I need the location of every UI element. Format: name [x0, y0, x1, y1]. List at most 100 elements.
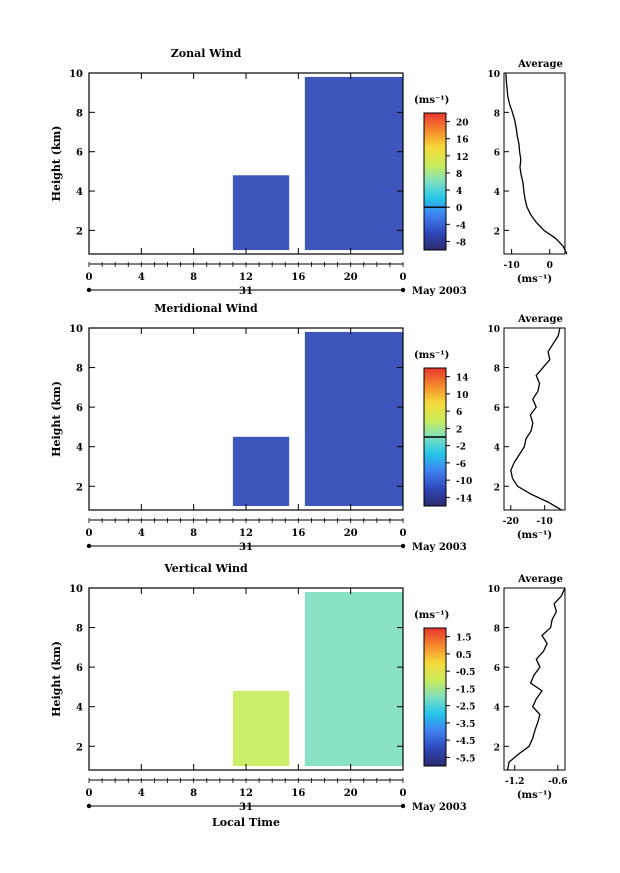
y-tick-label: 6 [76, 663, 83, 674]
colorbar-tick-label: -5.5 [456, 754, 475, 764]
average-x-label: (ms⁻¹) [517, 790, 552, 801]
y-axis-label: Height (km) [50, 381, 63, 457]
average-title: Average [517, 59, 563, 70]
date-marker [400, 543, 406, 549]
colorbar-tick-label: 6 [456, 408, 462, 418]
average-title: Average [517, 314, 563, 325]
x-tick-label: 12 [239, 528, 253, 539]
heatmap-block [232, 436, 290, 507]
x-tick-label: 20 [344, 272, 358, 283]
colorbar-tick-label: 14 [456, 374, 469, 384]
y-tick-label: 2 [76, 482, 83, 493]
colorbar-tick-label: -3.5 [456, 720, 475, 730]
average-y-tick-label: 8 [494, 625, 500, 635]
heatmap-block [304, 331, 403, 507]
x-tick-label: 8 [190, 788, 197, 799]
average-frame [503, 327, 566, 511]
x-axis-label: Local Time [212, 816, 280, 829]
y-tick-label: 8 [76, 364, 83, 375]
average-y-tick-label: 4 [494, 188, 500, 198]
average-x-tick-label: 0 [547, 261, 553, 271]
x-tick-label: 4 [138, 272, 145, 283]
x-tick-label: 16 [291, 272, 305, 283]
date-day-label: 31 [239, 542, 253, 553]
colorbar-tick-label: -8 [456, 238, 466, 248]
x-tick-label: 0 [400, 528, 407, 539]
average-y-tick-label: 2 [494, 227, 500, 237]
average-frame [503, 72, 566, 255]
heatmap-block [304, 591, 403, 767]
average-y-tick-label: 10 [487, 325, 500, 335]
colorbar-tick-label: 20 [456, 119, 469, 129]
x-tick-label: 12 [239, 272, 253, 283]
average-y-tick-label: 8 [494, 365, 500, 375]
date-label: May 2003 [412, 802, 467, 813]
y-tick-label: 6 [76, 403, 83, 414]
date-day-label: 31 [239, 802, 253, 813]
average-x-label: (ms⁻¹) [517, 274, 552, 285]
x-tick-label: 0 [400, 788, 407, 799]
average-x-tick-label: -0.6 [548, 777, 567, 787]
average-y-tick-label: 4 [494, 444, 500, 454]
colorbar-tick-label: -14 [456, 494, 472, 504]
colorbar-tick-label: -6 [456, 460, 466, 470]
y-tick-label: 10 [69, 324, 83, 335]
colorbar-tick-label: -4 [456, 221, 466, 231]
heatmap-block [232, 690, 290, 767]
average-frame [503, 587, 566, 771]
x-tick-label: 0 [400, 272, 407, 283]
colorbar [423, 112, 447, 251]
average-y-tick-label: 2 [494, 483, 500, 493]
y-tick-label: 2 [76, 742, 83, 753]
panel-2: Meridional Wind 2 4 6 8 10 Height (km) 0 4 8 12 16 2… [50, 302, 566, 553]
x-tick-label: 8 [190, 272, 197, 283]
x-tick-label: 4 [138, 788, 145, 799]
y-tick-label: 10 [69, 69, 83, 80]
panel-title: Zonal Wind [171, 47, 242, 60]
heatmap-block [304, 76, 403, 251]
average-profile-line [506, 587, 566, 771]
average-panel: Average 2 4 6 8 10 -1.2 -0.6 (ms⁻¹) [487, 574, 567, 801]
y-tick-label: 4 [76, 703, 83, 714]
average-y-tick-label: 6 [494, 404, 500, 414]
y-tick-label: 6 [76, 148, 83, 159]
y-tick-label: 8 [76, 108, 83, 119]
colorbar-tick-label: 0.5 [456, 651, 472, 661]
colorbar-tick-label: 8 [456, 170, 462, 180]
average-y-tick-label: 2 [494, 743, 500, 753]
x-tick-label: 0 [86, 788, 93, 799]
colorbar-tick-label: -2 [456, 443, 466, 453]
colorbar-tick-label: -1.5 [456, 685, 475, 695]
average-profile-line [505, 72, 568, 255]
panel-title: Meridional Wind [154, 302, 258, 315]
y-tick-label: 4 [76, 443, 83, 454]
colorbar-unit: (ms⁻¹) [414, 95, 449, 106]
colorbar-unit: (ms⁻¹) [414, 610, 449, 621]
colorbar-tick-label: -10 [456, 477, 472, 487]
average-y-tick-label: 10 [487, 70, 500, 80]
heatmap-block [232, 175, 290, 251]
average-x-tick-label: -10 [503, 261, 519, 271]
average-y-tick-label: 6 [494, 664, 500, 674]
x-tick-label: 4 [138, 528, 145, 539]
x-tick-label: 0 [86, 272, 93, 283]
x-tick-label: 12 [239, 788, 253, 799]
date-marker [400, 287, 406, 293]
date-label: May 2003 [412, 542, 467, 553]
x-tick-label: 0 [86, 528, 93, 539]
average-y-tick-label: 4 [494, 704, 500, 714]
colorbar-tick-label: -4.5 [456, 737, 475, 747]
colorbar-tick-label: 2 [456, 425, 462, 435]
average-x-tick-label: -20 [503, 517, 519, 527]
average-panel: Average 2 4 6 8 10 -20 -10 (ms⁻¹) [487, 314, 566, 541]
colorbar-tick-label: 4 [456, 187, 462, 197]
average-x-tick-label: -10 [537, 517, 553, 527]
colorbar-tick-label: 10 [456, 391, 469, 401]
y-tick-label: 2 [76, 226, 83, 237]
date-label: May 2003 [412, 286, 467, 297]
date-day-label: 31 [239, 286, 253, 297]
average-title: Average [517, 574, 563, 585]
colorbar-tick-label: 12 [456, 153, 469, 163]
